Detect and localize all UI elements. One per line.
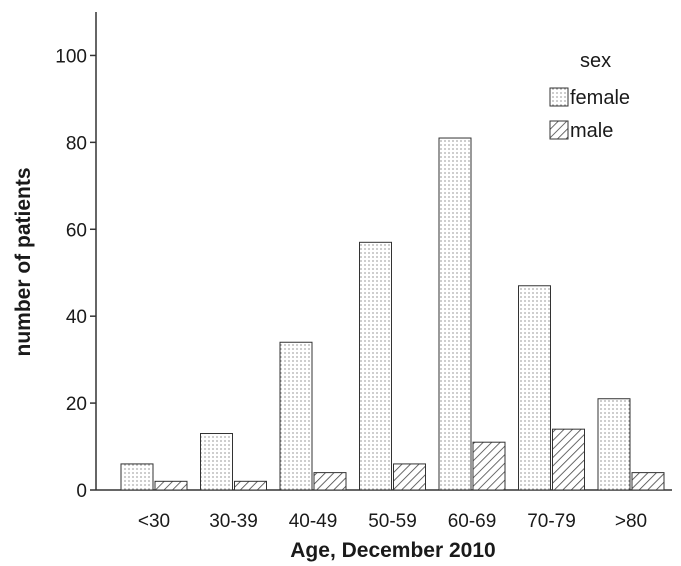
bar-female: [359, 241, 392, 491]
y-tick-label: 20: [66, 394, 87, 415]
legend: sex female male: [549, 50, 630, 142]
x-tick-label: 60-69: [448, 511, 497, 532]
y-tick-label: 0: [76, 481, 87, 502]
bar-male: [154, 480, 188, 491]
y-axis-title: number of patients: [12, 167, 35, 356]
bar-female: [279, 341, 313, 491]
legend-label-female: female: [570, 87, 630, 109]
y-tick-label: 40: [66, 307, 87, 328]
x-axis-ticks: <30 30-39 40-49 50-59 60-69 70-79 >80: [138, 511, 647, 532]
bar-female: [200, 433, 233, 491]
x-tick-label: 40-49: [289, 511, 338, 532]
x-tick-label: >80: [615, 511, 647, 532]
x-tick-label: 50-59: [368, 511, 417, 532]
bar-male: [313, 472, 347, 491]
x-axis-title: Age, December 2010: [290, 539, 495, 562]
legend-title: sex: [580, 50, 611, 72]
bar-male: [472, 441, 506, 491]
bars: [120, 137, 665, 491]
bar-female: [438, 137, 472, 491]
bar-male: [234, 480, 267, 491]
legend-swatch-female: [549, 87, 569, 107]
x-tick-label: <30: [138, 511, 170, 532]
bar-female: [518, 285, 551, 491]
y-axis-ticks: 0 20 40 60 80 100: [55, 46, 96, 502]
x-tick-label: 70-79: [527, 511, 576, 532]
legend-swatch-male: [549, 120, 569, 140]
bar-male: [631, 472, 665, 491]
bar-female: [597, 398, 631, 491]
legend-label-male: male: [570, 120, 613, 142]
y-tick-label: 80: [66, 133, 87, 154]
bar-male: [393, 463, 426, 491]
bar-male: [552, 428, 585, 491]
bar-female: [120, 463, 154, 491]
x-tick-label: 30-39: [209, 511, 258, 532]
y-tick-label: 60: [66, 220, 87, 241]
y-tick-label: 100: [55, 46, 87, 67]
